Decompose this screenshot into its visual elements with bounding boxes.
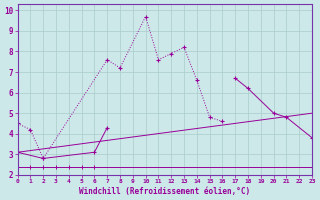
X-axis label: Windchill (Refroidissement éolien,°C): Windchill (Refroidissement éolien,°C) <box>79 187 250 196</box>
